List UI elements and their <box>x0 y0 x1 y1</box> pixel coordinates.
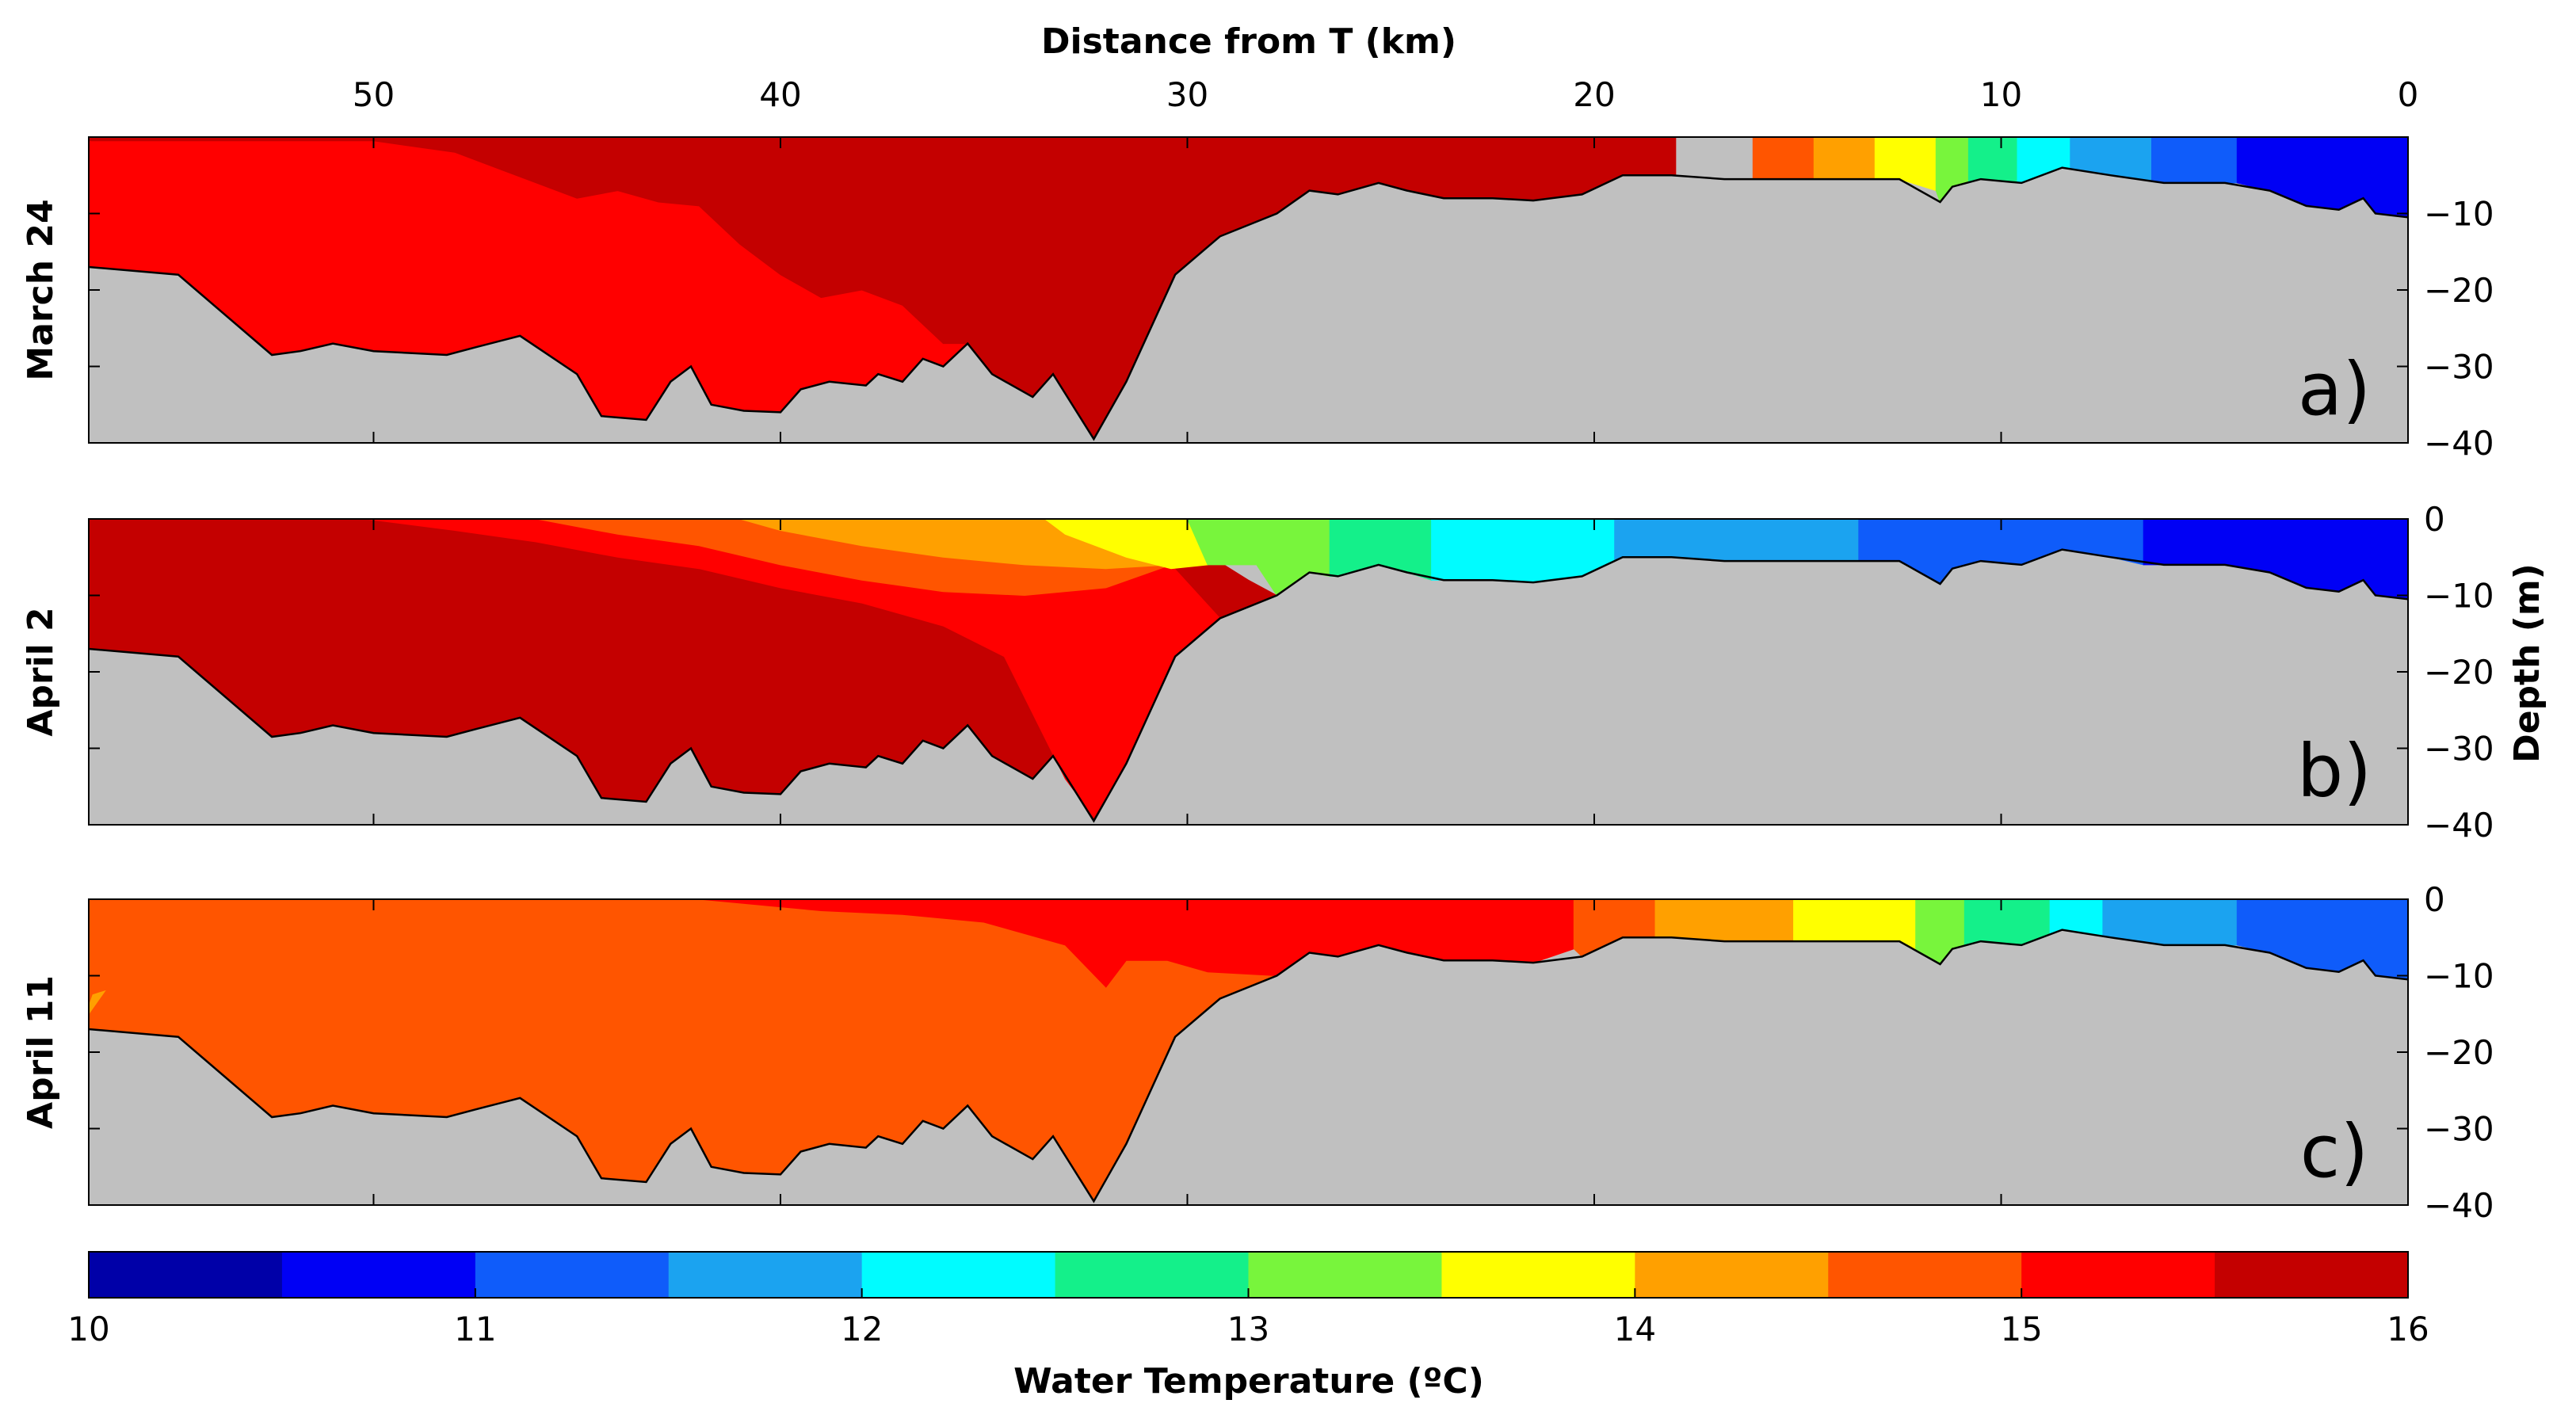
colorbar-tick-label: 12 <box>841 1310 883 1348</box>
colorbar-swatch <box>89 1252 283 1298</box>
y-tick-label: −10 <box>2424 195 2494 234</box>
panel-label: a) <box>2298 347 2371 432</box>
colorbar-tick-label: 11 <box>454 1310 496 1348</box>
panel-date-label: March 24 <box>21 199 61 380</box>
colorbar-title: Water Temperature (ºC) <box>1013 1361 1484 1402</box>
x-tick-label: 10 <box>1980 75 2022 114</box>
panel-plot-area <box>89 137 2408 441</box>
y-tick-label: 0 <box>2424 880 2445 919</box>
panel-plot-area <box>89 899 2408 1203</box>
panel-label: c) <box>2300 1109 2368 1194</box>
colorbar-tick-label: 10 <box>67 1310 109 1348</box>
x-tick-label: 40 <box>759 75 801 114</box>
panel-april-11: 0 −10 −20 −30 −40 c) April 11 <box>21 880 2494 1225</box>
colorbar-tick-label: 15 <box>2000 1310 2042 1348</box>
x-tick-label: 50 <box>353 75 395 114</box>
y-axis-title: Depth (m) <box>2507 563 2547 763</box>
bathymetry-line <box>89 166 2408 441</box>
bathymetry-line <box>89 548 2408 823</box>
temperature-region <box>89 990 106 1015</box>
x-axis-title: Distance from T (km) <box>1041 21 1456 62</box>
colorbar-swatch <box>2021 1252 2215 1298</box>
colorbar: 10 11 12 13 14 15 16 <box>67 1251 2429 1348</box>
y-tick-label: −40 <box>2424 1186 2494 1225</box>
temperature-region <box>1614 519 1860 562</box>
y-tick-label: −30 <box>2424 730 2494 769</box>
y-tick-label: −30 <box>2424 348 2494 387</box>
temperature-region <box>1874 137 1937 192</box>
colorbar-swatch <box>1055 1252 1249 1298</box>
colorbar-swatch <box>281 1252 476 1298</box>
temperature-region <box>2102 899 2238 946</box>
colorbar-tick-label: 14 <box>1614 1310 1656 1348</box>
colorbar-swatch <box>861 1252 1056 1298</box>
top-x-axis: 50 40 30 20 10 0 <box>353 75 2419 114</box>
panel-plot-area <box>89 519 2408 823</box>
temperature-region <box>2151 137 2238 184</box>
y-tick-label: 0 <box>2424 500 2445 539</box>
y-tick-label: −40 <box>2424 424 2494 463</box>
temperature-region <box>1752 137 1815 180</box>
bathymetry-line <box>89 929 2408 1203</box>
y-tick-label: −40 <box>2424 806 2494 845</box>
panel-date-label: April 11 <box>21 975 61 1129</box>
y-tick-label: −10 <box>2424 957 2494 996</box>
x-tick-label: 0 <box>2398 75 2419 114</box>
colorbar-swatch <box>1828 1252 2022 1298</box>
x-tick-label: 20 <box>1573 75 1615 114</box>
y-tick-label: −20 <box>2424 1033 2494 1072</box>
y-tick-label: −30 <box>2424 1110 2494 1149</box>
temperature-region <box>1967 137 2018 182</box>
colorbar-swatch <box>1248 1252 1442 1298</box>
y-tick-label: −20 <box>2424 271 2494 310</box>
colorbar-tick-label: 13 <box>1227 1310 1269 1348</box>
colorbar-swatch <box>1441 1252 1635 1298</box>
x-tick-label: 30 <box>1166 75 1208 114</box>
colorbar-swatch <box>1635 1252 1829 1298</box>
y-tick-label: −20 <box>2424 653 2494 692</box>
temperature-region <box>1044 519 1208 570</box>
colorbar-tick-label: 16 <box>2387 1310 2429 1348</box>
colorbar-swatch <box>668 1252 863 1298</box>
y-tick-label: −10 <box>2424 577 2494 616</box>
colorbar-swatch <box>475 1252 670 1298</box>
temperature-region <box>1813 137 1876 180</box>
colorbar-swatch <box>2215 1252 2409 1298</box>
panel-april-2: 0 −10 −20 −30 −40 b) April 2 <box>21 500 2494 845</box>
temperature-region <box>1654 899 1795 942</box>
panel-label: b) <box>2297 729 2372 814</box>
panel-march-24: −10 −20 −30 −40 a) March 24 <box>21 136 2494 463</box>
panel-date-label: April 2 <box>21 607 61 736</box>
